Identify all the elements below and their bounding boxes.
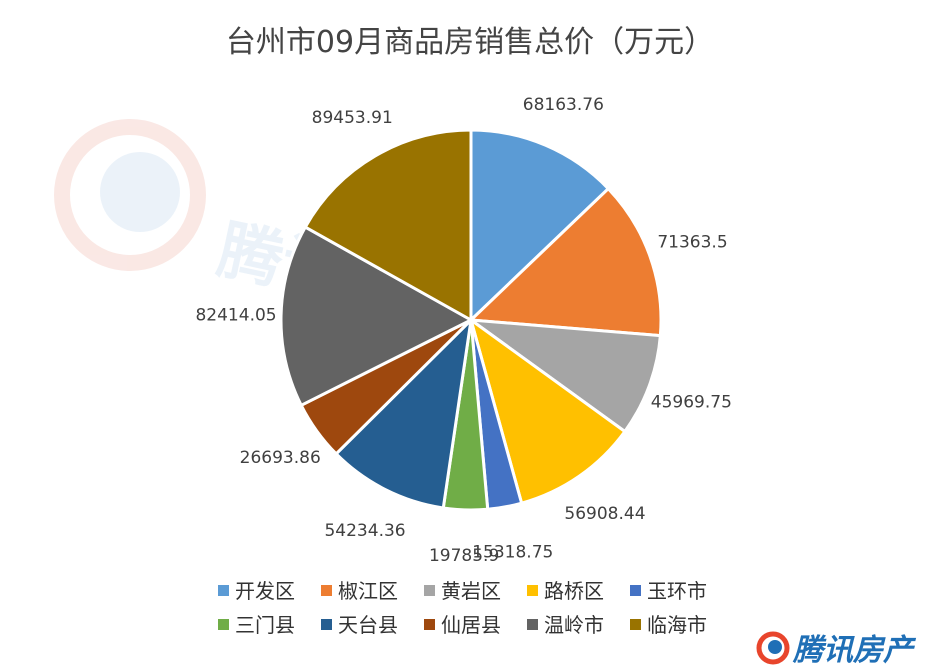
legend-swatch xyxy=(630,585,641,596)
pie-slice xyxy=(334,315,474,510)
legend-item: 椒江区 xyxy=(321,579,398,603)
legend-item: 仙居县 xyxy=(424,613,501,637)
legend-label: 天台县 xyxy=(338,613,398,637)
legend-label: 三门县 xyxy=(235,613,295,637)
pie-data-label: 89453.91 xyxy=(312,108,393,128)
pie-data-label: 19785.9 xyxy=(429,546,499,566)
brand-text: 腾讯房产 xyxy=(792,633,917,668)
pie-slices xyxy=(279,128,663,512)
legend-swatch xyxy=(527,619,538,630)
legend-label: 温岭市 xyxy=(544,613,604,637)
legend-item: 三门县 xyxy=(218,613,295,637)
legend-item: 临海市 xyxy=(630,613,707,637)
legend-label: 玉环市 xyxy=(647,579,707,603)
pie-slice xyxy=(465,318,662,434)
pie-data-label: 15318.75 xyxy=(472,542,553,562)
pie-data-label: 56908.44 xyxy=(564,504,645,524)
legend-item: 温岭市 xyxy=(527,613,604,637)
pie-slice xyxy=(469,128,611,324)
legend-swatch xyxy=(218,619,229,630)
legend-swatch xyxy=(321,619,332,630)
pie-data-label: 26693.86 xyxy=(240,448,321,468)
legend-item: 路桥区 xyxy=(527,579,604,603)
legend-label: 开发区 xyxy=(235,579,295,603)
tencent-logo-icon xyxy=(756,631,790,665)
legend-label: 椒江区 xyxy=(338,579,398,603)
legend-swatch xyxy=(630,619,641,630)
brand-logo: 腾讯房产 xyxy=(756,631,917,668)
legend-swatch xyxy=(321,585,332,596)
pie-slice xyxy=(467,186,663,338)
pie-data-label: 71363.5 xyxy=(657,233,727,253)
legend-label: 路桥区 xyxy=(544,579,604,603)
legend-swatch xyxy=(424,585,435,596)
legend-item: 玉环市 xyxy=(630,579,707,603)
legend-swatch xyxy=(424,619,435,630)
pie-data-label: 54234.36 xyxy=(324,521,405,541)
pie-data-label: 45969.75 xyxy=(651,393,732,413)
pie-slice xyxy=(279,225,475,408)
legend-label: 黄岩区 xyxy=(441,579,501,603)
legend-swatch xyxy=(218,585,229,596)
chart-title: 台州市09月商品房销售总价（万元） xyxy=(226,25,714,60)
legend-swatch xyxy=(527,585,538,596)
pie-data-label: 82414.05 xyxy=(195,306,276,326)
legend-item: 天台县 xyxy=(321,613,398,637)
pie-slice xyxy=(303,128,473,323)
pie-data-labels: 68163.76 71363.5 45969.75 56908.44 15318.751… xyxy=(195,95,731,566)
legend-item: 开发区 xyxy=(218,579,295,603)
pie-data-label: 68163.76 xyxy=(523,95,604,115)
legend-label: 临海市 xyxy=(647,613,707,637)
legend-item: 黄岩区 xyxy=(424,579,501,603)
legend-label: 仙居县 xyxy=(441,613,501,637)
watermark-logo-icon xyxy=(54,119,206,271)
